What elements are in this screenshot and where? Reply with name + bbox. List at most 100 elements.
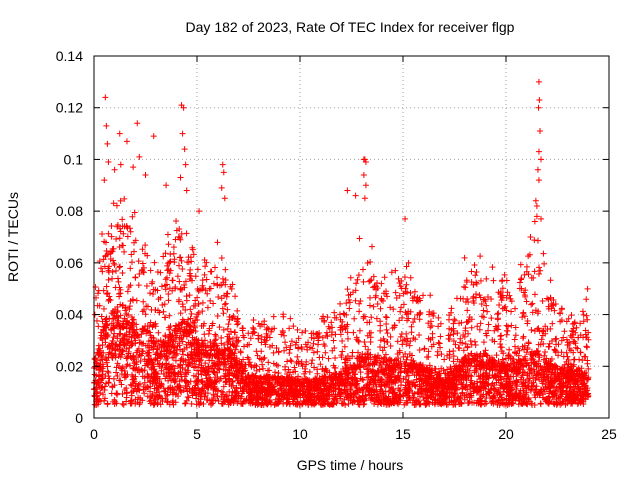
data-point [512, 332, 519, 339]
data-point [133, 388, 140, 395]
data-point [117, 197, 124, 204]
data-point [477, 253, 484, 260]
data-point [293, 339, 300, 346]
data-point [194, 311, 201, 318]
data-point [366, 381, 373, 388]
data-point [118, 367, 125, 374]
data-point [368, 243, 375, 250]
data-point [148, 337, 155, 344]
data-point [222, 266, 229, 273]
data-point [149, 290, 156, 297]
data-point [412, 383, 419, 390]
data-point [194, 266, 201, 273]
data-point [411, 288, 418, 295]
data-point [232, 293, 239, 300]
data-point [210, 280, 217, 287]
data-point [480, 307, 487, 314]
data-point [472, 341, 479, 348]
data-point [356, 235, 363, 242]
data-point [162, 250, 169, 257]
data-point [483, 275, 490, 282]
data-point [478, 300, 485, 307]
data-point [515, 352, 522, 359]
data-point [397, 388, 404, 395]
data-point [456, 320, 463, 327]
data-point [170, 347, 177, 354]
data-point [131, 209, 138, 216]
data-point [452, 341, 459, 348]
data-point [205, 330, 212, 337]
data-point [185, 394, 192, 401]
data-point [183, 326, 190, 333]
data-point [302, 328, 309, 335]
data-point [314, 341, 321, 348]
data-point [360, 278, 367, 285]
data-point [388, 269, 395, 276]
data-point [164, 391, 171, 398]
data-point [405, 259, 412, 266]
data-point [362, 393, 369, 400]
data-point [261, 354, 268, 361]
data-point [337, 378, 344, 385]
data-point [413, 376, 420, 383]
data-point [477, 320, 484, 327]
data-point [184, 393, 191, 400]
data-point [144, 252, 151, 259]
data-point [377, 327, 384, 334]
data-point [377, 305, 384, 312]
data-point [344, 335, 351, 342]
data-point [214, 313, 221, 320]
data-point [146, 344, 153, 351]
data-point [351, 362, 358, 369]
data-point [114, 275, 121, 282]
data-point [472, 272, 479, 279]
data-point [580, 318, 587, 325]
data-point [435, 314, 442, 321]
data-point [199, 277, 206, 284]
data-point [160, 308, 167, 315]
data-point [353, 280, 360, 287]
data-point [531, 350, 538, 357]
data-point [151, 259, 158, 266]
data-point [127, 228, 134, 235]
data-point [119, 216, 126, 223]
data-point [383, 321, 390, 328]
data-point [470, 295, 477, 302]
data-point [140, 298, 147, 305]
data-point [322, 349, 329, 356]
data-point [110, 245, 117, 252]
data-point [371, 400, 378, 407]
data-point [102, 253, 109, 260]
data-point [392, 380, 399, 387]
data-point [184, 344, 191, 351]
data-point [560, 334, 567, 341]
data-point [535, 325, 542, 332]
data-point [342, 402, 349, 409]
data-point [499, 285, 506, 292]
data-point [181, 346, 188, 353]
data-point [275, 388, 282, 395]
data-point [465, 299, 472, 306]
data-point [175, 298, 182, 305]
data-point [93, 390, 100, 397]
data-point [220, 360, 227, 367]
data-point [162, 333, 169, 340]
data-point [499, 356, 506, 363]
data-point [403, 330, 410, 337]
data-point [119, 336, 126, 343]
data-point [398, 378, 405, 385]
data-point [355, 349, 362, 356]
data-point [384, 362, 391, 369]
data-point [126, 225, 133, 232]
data-point [324, 333, 331, 340]
data-point [171, 259, 178, 266]
data-point [110, 334, 117, 341]
data-point [462, 284, 469, 291]
data-point [467, 385, 474, 392]
data-point [514, 370, 521, 377]
data-point [394, 338, 401, 345]
data-point [120, 242, 127, 249]
data-point [483, 302, 490, 309]
data-point [208, 365, 215, 372]
data-point [496, 302, 503, 309]
